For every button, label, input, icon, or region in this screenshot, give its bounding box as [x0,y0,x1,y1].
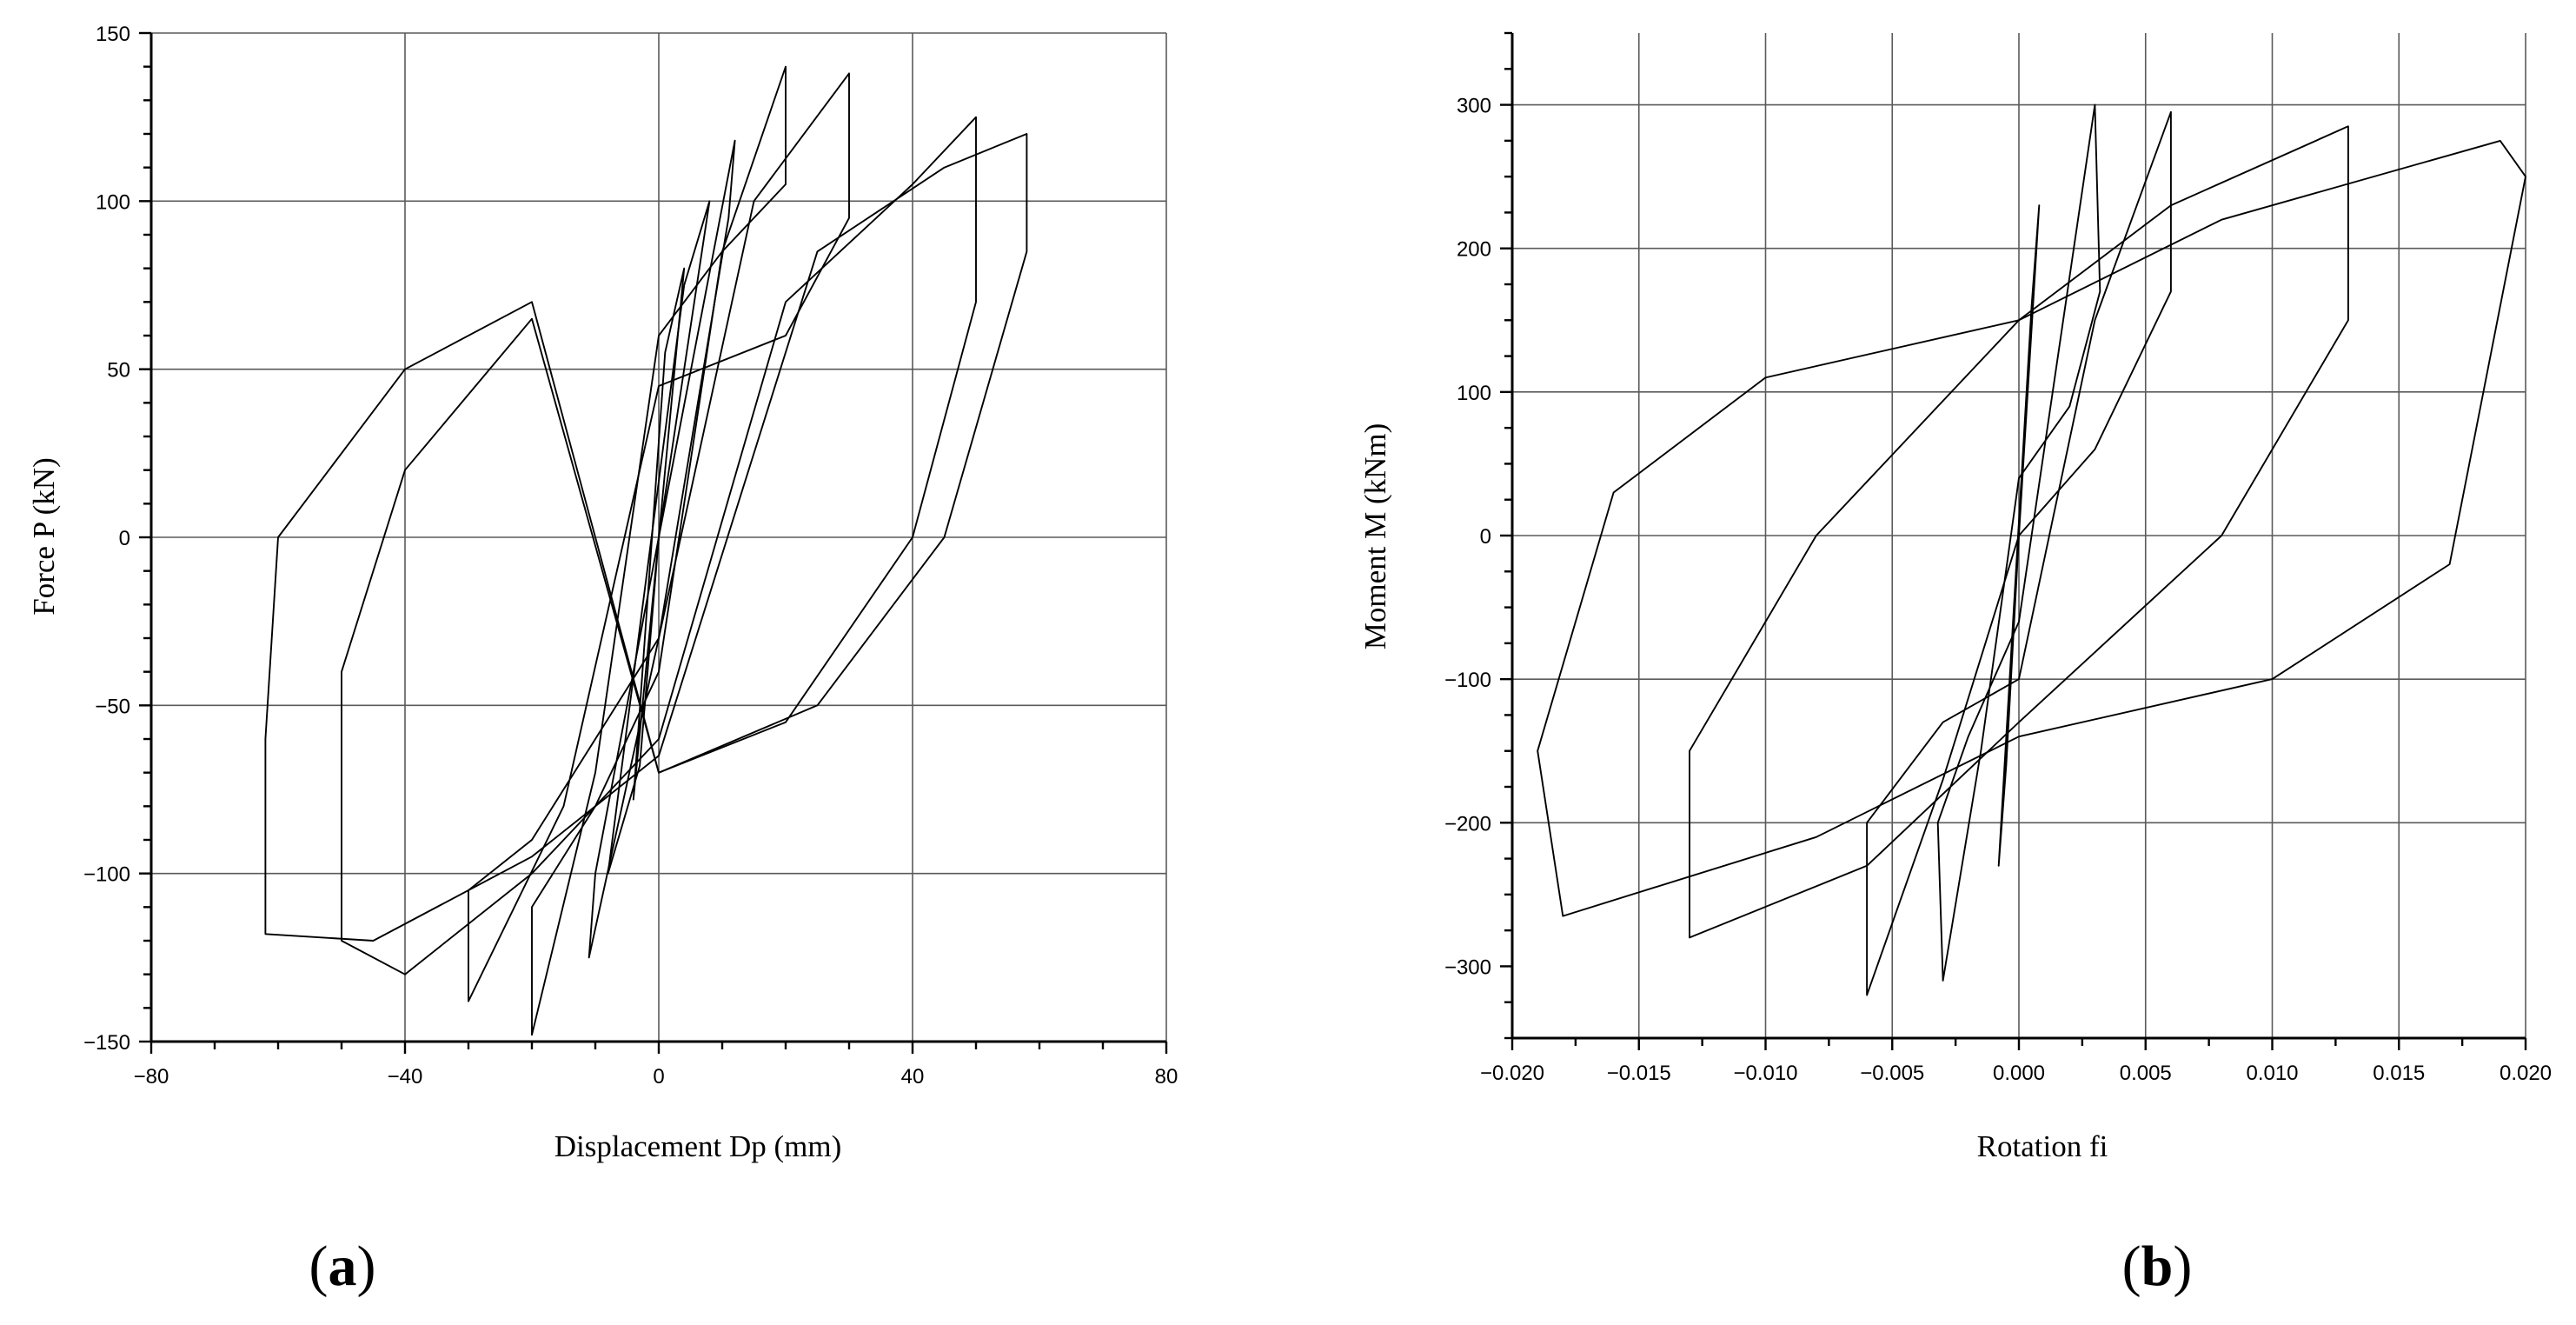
chart-a-y-tick-label: −50 [95,695,130,718]
chart-a-series-4 [468,72,850,1002]
chart-b-series-1 [1936,103,2101,982]
chart-b-series [1537,103,2526,996]
chart-a-y-tick-label: 50 [107,359,130,383]
chart-a-y-tick-label: 150 [96,23,130,46]
chart-b-y-tick-label: 100 [1457,382,1491,405]
chart-b-y-tick-label: −200 [1444,812,1491,836]
chart-b-x-tick-label: −0.015 [1607,1062,1671,1085]
chart-a-series-6 [264,133,1028,942]
chart-b-x-tick-label: 0.005 [2120,1062,2172,1085]
chart-a-panel-label: (a) [309,1235,376,1298]
chart-b-series-2 [1866,110,2172,996]
chart-b-y-axis-title: Moment M (kNm) [1358,423,1392,650]
chart-b-y-tick-label: 300 [1457,95,1491,118]
chart-b-y-tick-label: 200 [1457,238,1491,262]
chart-b-x-tick-label: −0.010 [1733,1062,1797,1085]
chart-a-x-axis-title: Displacement Dp (mm) [554,1129,841,1163]
chart-a-y-tick-label: −150 [83,1031,130,1055]
chart-b-x-tick-label: 0.020 [2500,1062,2552,1085]
chart-b-y-tick-label: −100 [1444,669,1491,692]
chart-a-x-tick-label: 0 [653,1065,664,1089]
chart-a-x-tick-label: 40 [901,1065,925,1089]
chart-a-series-1 [607,200,711,875]
chart-b-ticks: −0.020 −0.015 −0.010 −0.005 0.000 0.005 0.010 0… [1444,31,2552,1085]
chart-b: −0.020 −0.015 −0.010 −0.005 0.000 0.005 0.010 0… [1358,31,2552,1298]
chart-a-x-tick-label: −40 [388,1065,423,1089]
chart-b-grid [1512,33,2526,1038]
chart-b-series-0 [1997,204,2041,867]
chart-b-y-tick-label: −300 [1444,955,1491,979]
chart-b-x-tick-label: −0.020 [1480,1062,1544,1085]
chart-a-y-tick-label: −100 [83,863,130,887]
chart-b-series-4 [1537,139,2526,917]
chart-a: −80 −40 0 40 80 −150 −100 −50 0 50 100 150 Displace… [27,23,1178,1298]
chart-a-series-3 [531,65,787,1036]
chart-b-series-3 [1689,125,2349,939]
chart-a-y-tick-label: 0 [119,527,130,550]
chart-b-panel-label: (b) [2122,1235,2193,1298]
chart-a-y-tick-label: 100 [96,190,130,214]
chart-a-y-axis-title: Force P (kN) [27,457,61,615]
chart-b-x-tick-label: 0.010 [2246,1062,2298,1085]
chart-a-x-tick-label: 80 [1155,1065,1178,1089]
chart-b-y-tick-label: 0 [1480,525,1491,549]
chart-a-x-tick-label: −80 [134,1065,169,1089]
chart-b-x-tick-label: 0.015 [2373,1062,2425,1085]
chart-b-x-tick-label: −0.005 [1860,1062,1924,1085]
chart-b-x-tick-label: 0.000 [1993,1062,2045,1085]
chart-b-x-axis-title: Rotation fi [1977,1129,2108,1163]
chart-a-ticks: −80 −40 0 40 80 −150 −100 −50 0 50 100 150 [83,23,1178,1089]
chart-a-series [264,65,1028,1036]
chart-a-grid [151,32,1167,1042]
